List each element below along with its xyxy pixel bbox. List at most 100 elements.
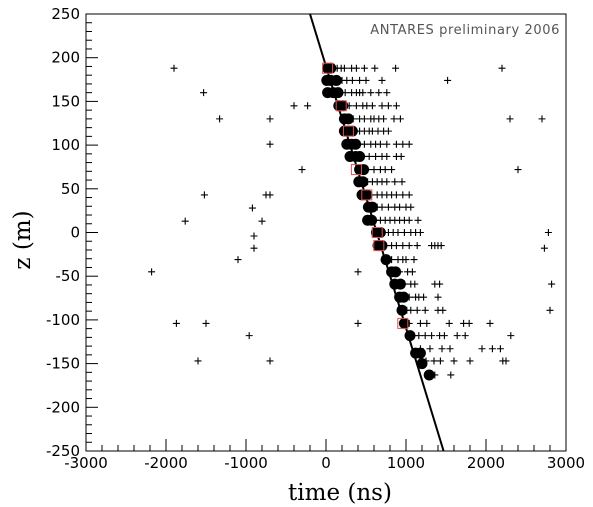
hit-plus: [378, 203, 386, 211]
hit-plus: [405, 140, 413, 148]
hit-plus: [437, 242, 445, 250]
hit-plus: [407, 306, 415, 314]
hit-plus: [407, 203, 415, 211]
hit-plus: [405, 191, 413, 199]
hit-plus: [392, 191, 400, 199]
hit-plus: [411, 280, 419, 288]
plot-area: [85, 13, 567, 452]
hit-plus: [445, 319, 453, 327]
hit-plus: [397, 152, 405, 160]
hit-plus: [423, 319, 431, 327]
hit-plus: [420, 293, 428, 301]
hit-plus: [426, 345, 434, 353]
hit-plus: [360, 64, 368, 72]
hit-plus: [383, 178, 391, 186]
hit-plus: [415, 332, 423, 340]
hit-plus: [375, 89, 383, 97]
hit-plus: [172, 319, 180, 327]
hit-circle: [398, 291, 410, 303]
hit-circle: [342, 113, 354, 125]
hit-plus: [392, 64, 400, 72]
hit-circle: [337, 100, 349, 112]
hit-plus: [488, 345, 496, 353]
hit-plus: [399, 140, 407, 148]
hit-plus: [396, 115, 404, 123]
hit-circle: [414, 347, 426, 359]
hit-circle: [423, 369, 435, 381]
hit-circle: [330, 74, 342, 86]
hit-plus: [540, 244, 548, 252]
hit-plus: [390, 115, 398, 123]
hit-plus: [378, 76, 386, 84]
hit-plus: [200, 89, 208, 97]
hit-plus: [202, 319, 210, 327]
hit-plus: [416, 229, 424, 236]
hit-plus: [383, 140, 391, 148]
hit-circle: [374, 227, 386, 238]
hit-plus: [340, 64, 348, 72]
hit-plus: [392, 102, 400, 110]
hit-plus: [466, 357, 474, 365]
y-tick-label: 0: [70, 224, 80, 242]
axis-ticks: [85, 13, 567, 452]
hit-plus: [376, 140, 384, 148]
x-tick-label: 3000: [547, 454, 585, 472]
hit-plus: [465, 319, 473, 327]
hit-plus: [356, 76, 364, 84]
hit-plus: [250, 244, 258, 252]
hit-square: [371, 227, 383, 238]
hit-plus: [392, 140, 400, 148]
hit-plus: [434, 293, 442, 301]
hit-plus: [450, 357, 458, 365]
hit-circle: [396, 304, 408, 316]
x-tick-label: 0: [321, 454, 331, 472]
hit-circle: [376, 240, 388, 252]
hit-plus: [421, 332, 429, 340]
hit-circle: [358, 164, 370, 176]
hit-plus: [416, 319, 424, 327]
y-tick-label: 100: [51, 136, 80, 154]
hit-plus: [544, 229, 552, 236]
y-tick-label: 150: [51, 92, 80, 110]
hit-plus: [365, 152, 373, 160]
hit-circle: [346, 125, 358, 137]
y-tick-label: 200: [51, 49, 80, 67]
hit-plus: [384, 127, 392, 135]
hit-plus: [398, 178, 406, 186]
hit-square: [373, 240, 385, 252]
hit-plus: [290, 102, 298, 110]
hit-plus: [372, 152, 380, 160]
hit-plus: [461, 332, 469, 340]
hit-plus: [383, 152, 391, 160]
hit-circle: [332, 87, 344, 99]
hit-plus: [250, 232, 258, 240]
hit-plus: [362, 76, 370, 84]
hit-plus: [498, 64, 506, 72]
hit-circle: [357, 176, 369, 188]
hit-plus: [354, 319, 362, 327]
y-axis-title: z (m): [10, 210, 36, 269]
hit-circle: [380, 254, 392, 266]
hit-plus: [384, 102, 392, 110]
x-tick-label: -3000: [64, 454, 108, 472]
hit-plus: [360, 140, 368, 148]
hit-plus: [298, 166, 306, 174]
hit-plus: [478, 345, 486, 353]
hit-plus: [402, 256, 410, 264]
hit-plus: [266, 191, 274, 199]
hit-plus: [486, 319, 494, 327]
hit-plus: [506, 115, 514, 123]
hit-plus: [266, 115, 274, 123]
hit-plus: [439, 306, 447, 314]
hit-plus: [234, 256, 242, 264]
hit-plus: [546, 306, 554, 314]
hit-circle: [325, 62, 337, 74]
hit-plus: [428, 332, 436, 340]
y-tick-label: -250: [46, 442, 80, 460]
x-tick-label: 1000: [387, 454, 425, 472]
hit-plus: [258, 217, 266, 225]
hit-plus: [405, 242, 413, 250]
hit-circle: [366, 201, 378, 213]
hit-plus: [446, 345, 454, 353]
